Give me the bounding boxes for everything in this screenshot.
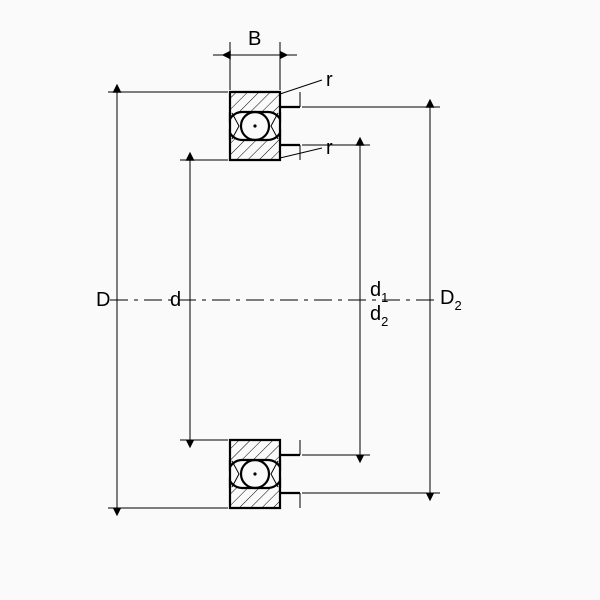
bearing-cross-section-diagram: B r r D d d1 d2 D2: [0, 0, 600, 600]
outer-ring-bottom: [230, 481, 280, 508]
label-D2: D2: [440, 287, 462, 313]
inner-ring-top: [230, 133, 280, 160]
label-r-outer: r: [326, 69, 333, 91]
label-r-inner: r: [326, 137, 333, 159]
label-B: B: [248, 28, 261, 50]
label-d1: d1: [370, 279, 388, 305]
outer-ring-top: [230, 92, 280, 119]
label-d: d: [170, 289, 181, 311]
label-D: D: [96, 289, 110, 311]
top-race: [230, 92, 300, 160]
dim-B: B: [213, 28, 297, 90]
bottom-race: [230, 440, 300, 508]
inner-ring-bottom: [230, 440, 280, 467]
label-d2: d2: [370, 303, 388, 329]
